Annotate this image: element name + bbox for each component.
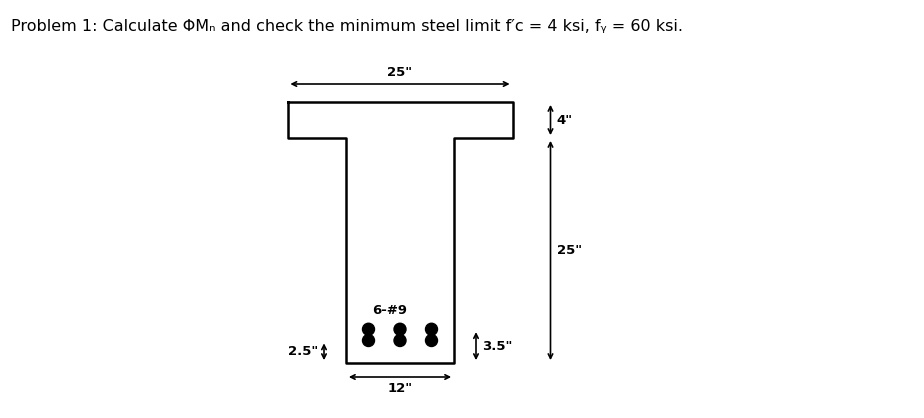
Text: 3.5": 3.5" <box>482 339 513 353</box>
Text: Problem 1: Calculate ΦMₙ and check the minimum steel limit f′ᴄ = 4 ksi, fᵧ = 60 : Problem 1: Calculate ΦMₙ and check the m… <box>11 19 683 34</box>
Circle shape <box>425 323 437 335</box>
Text: 4": 4" <box>556 114 573 127</box>
Text: 6-#9: 6-#9 <box>372 304 407 317</box>
Circle shape <box>362 334 374 347</box>
Text: 12": 12" <box>387 382 412 395</box>
Text: 25": 25" <box>556 244 581 257</box>
Circle shape <box>362 323 374 335</box>
Circle shape <box>394 323 406 335</box>
Text: 25": 25" <box>387 66 412 79</box>
Circle shape <box>425 334 437 347</box>
Circle shape <box>394 334 406 347</box>
Text: 2.5": 2.5" <box>287 345 318 358</box>
